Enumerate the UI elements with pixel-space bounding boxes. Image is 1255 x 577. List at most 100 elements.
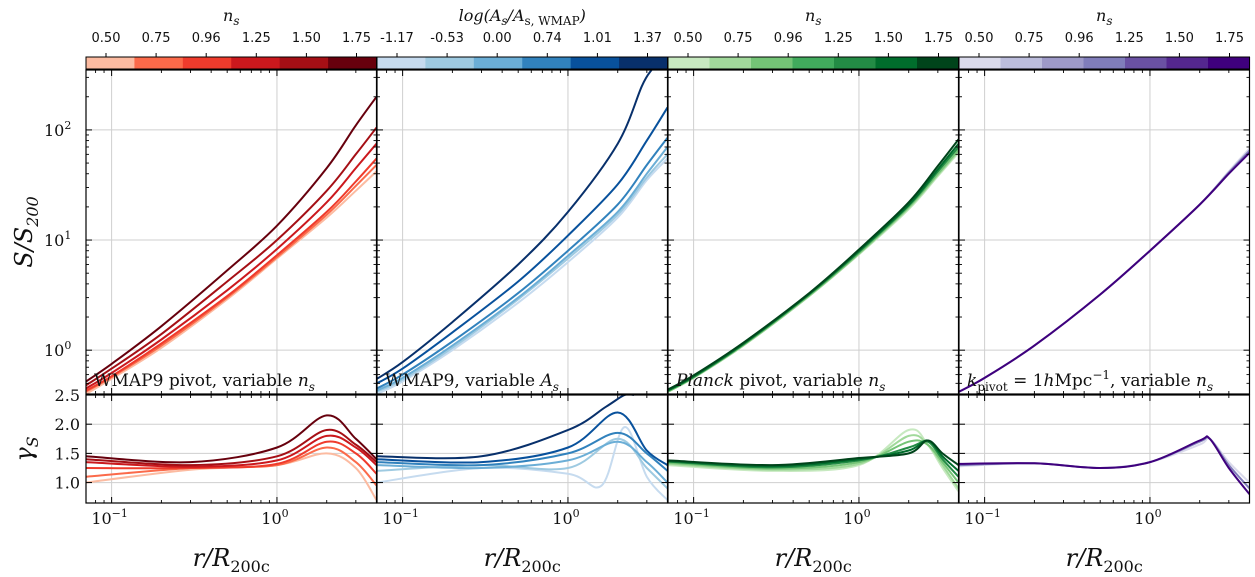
series-line-top: [86, 126, 377, 387]
series-line-top: [668, 152, 959, 393]
colorbar-segment: [279, 57, 329, 69]
colorbar-tick-label: 0.96: [192, 31, 221, 46]
colorbar-tick-label: 1.25: [824, 31, 853, 46]
series-line-top: [959, 149, 1250, 393]
series-line-top: [377, 157, 668, 394]
x-tick-label: 10−1: [91, 507, 128, 528]
colorbar-tick-label: 0.50: [92, 31, 121, 46]
colorbar-tick-label: -0.53: [430, 31, 464, 46]
colorbar-tick-label: 1.50: [874, 31, 903, 46]
colorbar-segment: [377, 57, 427, 69]
series-line-bottom: [668, 439, 959, 472]
colorbar-tick-label: 0.50: [965, 31, 994, 46]
colorbar-segment: [522, 57, 572, 69]
series-line-bottom: [668, 439, 959, 484]
series-line-top: [377, 70, 653, 380]
series-line-top: [668, 149, 959, 393]
series-line-bottom: [959, 436, 1250, 484]
x-tick-label: 10−1: [673, 507, 710, 528]
y-tick-label-top: 101: [44, 229, 71, 250]
colorbar-frame: [958, 56, 1250, 70]
series-line-bottom: [377, 440, 668, 484]
series-line-bottom: [86, 414, 377, 464]
colorbar-tick-label: 0.96: [774, 31, 803, 46]
colorbar-segment: [751, 57, 794, 69]
colorbar-tick-label: 1.75: [1215, 31, 1244, 46]
panel-annotation: kpivot = 1hMpc−1, variable ns: [967, 368, 1213, 394]
colorbar-segment: [134, 57, 184, 69]
x-axis-label: r/R200c: [484, 544, 561, 576]
colorbar-segment: [619, 57, 669, 69]
colorbar-tick-label: 0.75: [1015, 31, 1044, 46]
y-tick-label-bottom: 2.0: [55, 415, 80, 434]
series-line-bottom: [959, 435, 1250, 495]
colorbar-segment: [1000, 57, 1043, 69]
series-line-top: [377, 106, 668, 385]
colorbar-segment: [917, 57, 960, 69]
series-line-bottom: [668, 428, 959, 492]
series-line-top: [86, 143, 377, 390]
x-tick-label: 100: [843, 507, 870, 528]
colorbar-title: ns: [805, 6, 821, 28]
x-tick-label: 10−1: [382, 507, 419, 528]
frames-layer: [85, 53, 1251, 504]
x-tick-label: 100: [552, 507, 579, 528]
y-tick-label-bottom: 1.0: [55, 474, 80, 493]
colorbar-title: ns: [223, 6, 239, 28]
axes-frame-bottom: [667, 394, 960, 504]
curves-layer: [86, 70, 1250, 501]
series-line-bottom: [668, 434, 959, 489]
colorbar-tick-label: 1.25: [1115, 31, 1144, 46]
colorbar-segment: [425, 57, 475, 69]
colorbar-segment: [1208, 57, 1251, 69]
colorbar-segment: [959, 57, 1002, 69]
colorbar-tick-label: 0.00: [483, 31, 512, 46]
series-line-top: [959, 152, 1250, 393]
text-layer: 0.50 0.75 0.96 1.25 1.50 1.75 ns 10−1 100 r/R200c…: [10, 6, 1244, 576]
x-tick-label: 100: [1134, 507, 1161, 528]
series-line-top: [668, 150, 959, 393]
series-line-top: [959, 147, 1250, 393]
colorbar-tick-label: 1.50: [1165, 31, 1194, 46]
y-tick-label-bottom: 1.5: [55, 444, 80, 463]
colorbar-tick-label: 1.25: [242, 31, 271, 46]
colorbar-segment: [86, 57, 136, 69]
series-line-top: [377, 153, 668, 393]
colorbar-segment: [875, 57, 918, 69]
colorbar-tick-label: 1.75: [924, 31, 953, 46]
axes-frame-top: [958, 69, 1251, 395]
y-tick-label-top: 102: [44, 119, 71, 140]
axes-frame-top: [376, 69, 669, 395]
colorbar-segment: [709, 57, 752, 69]
colorbar-segment: [834, 57, 877, 69]
colorbar-title: log(As/As, WMAP): [459, 6, 586, 28]
colorbar-tick-label: 1.37: [633, 31, 662, 46]
colorbar-title: ns: [1096, 6, 1112, 28]
panel-annotation: Planck pivot, variable ns: [675, 371, 885, 394]
colorbar-tick-label: 0.75: [724, 31, 753, 46]
x-tick-label: 100: [261, 507, 288, 528]
series-line-bottom: [86, 440, 377, 475]
colorbar-segment: [1125, 57, 1168, 69]
axes-frame-bottom: [376, 394, 669, 504]
y-axis-label-bottom: γS: [10, 436, 42, 461]
colorbar-tick-label: 0.75: [142, 31, 171, 46]
series-line-bottom: [377, 411, 668, 466]
y-tick-label-top: 100: [44, 339, 71, 360]
axes-frame-top: [85, 69, 378, 395]
y-axis-label-top: S/S200: [10, 196, 42, 268]
colorbar-tick-label: 1.01: [583, 31, 612, 46]
colorbar-tick-label: 0.74: [533, 31, 562, 46]
series-line-top: [668, 146, 959, 392]
colorbar-segment: [1083, 57, 1126, 69]
colorbar-tick-label: 1.50: [292, 31, 321, 46]
colorbar-segment: [231, 57, 281, 69]
colorbar-segment: [473, 57, 523, 69]
series-line-bottom: [668, 440, 959, 478]
x-axis-label: r/R200c: [1066, 544, 1143, 576]
series-line-bottom: [377, 395, 634, 460]
series-line-top: [377, 137, 668, 390]
series-line-bottom: [668, 439, 959, 467]
series-line-bottom: [86, 428, 377, 467]
